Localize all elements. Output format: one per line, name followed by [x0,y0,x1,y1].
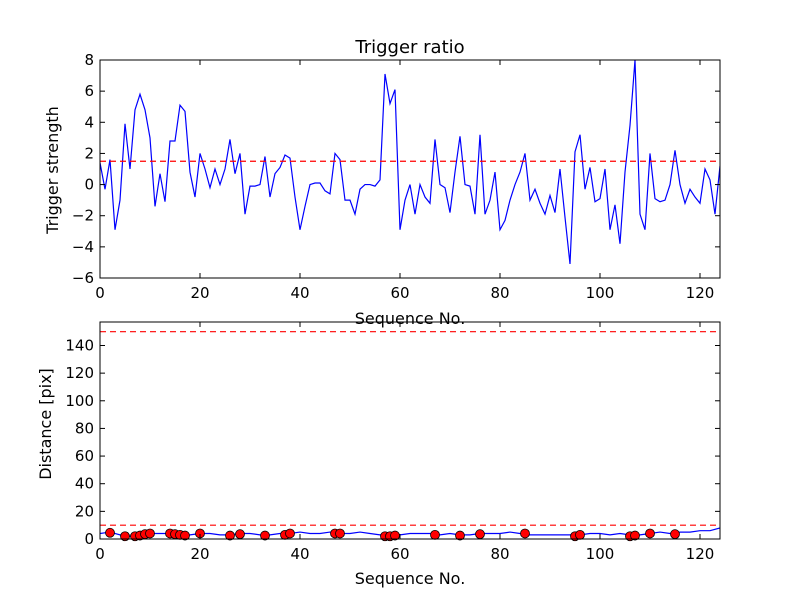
distance-y-tick-label: 60 [75,447,94,465]
distance-scatter-point [645,528,655,539]
distance-scatter-point [145,528,155,539]
distance-axes-frame [99,321,721,540]
trigger-plot-area [99,59,721,279]
distance-scatter-point [105,527,115,538]
distance-scatter-point [575,529,585,540]
distance-x-axis-label: Sequence No. [355,569,466,588]
distance-plot-area [99,321,721,542]
distance-chart: 0 20 40 60 80 100 120 0 20 40 60 80 100 120 140 Sequen… [36,321,721,588]
trigger-x-tick-label: 0 [95,284,105,302]
distance-y-axis-label: Distance [pix] [36,368,55,480]
distance-scatter-point [475,529,485,540]
trigger-x-tick-label: 40 [290,284,309,302]
trigger-axes-frame [99,59,721,279]
distance-y-tick-label: 20 [75,502,94,520]
distance-scatter-point [235,529,245,540]
distance-y-tick-label: 140 [65,336,94,354]
trigger-y-tick-label: 0 [84,176,94,194]
trigger-x-tick-label: 60 [390,284,409,302]
distance-x-tick-label: 80 [490,545,509,563]
distance-scatter-point [670,529,680,540]
distance-x-tick-label: 60 [390,545,409,563]
distance-scatter-point [455,530,465,541]
trigger-x-tick-label: 120 [686,284,715,302]
trigger-y-tick-label: 2 [84,144,94,162]
distance-scatter-point [225,530,235,541]
trigger-chart-title: Trigger ratio [354,37,464,58]
distance-y-tick-label: 40 [75,475,94,493]
distance-x-tick-label: 0 [95,545,105,563]
distance-y-tick-label: 80 [75,419,94,437]
trigger-y-tick-label: 8 [84,51,94,69]
trigger-x-tick-label: 80 [490,284,509,302]
distance-scatter-point [180,530,190,541]
trigger-x-tick-label: 20 [190,284,209,302]
distance-x-tick-label: 20 [190,545,209,563]
trigger-series-layer [100,60,720,265]
distance-scatter-point [335,528,345,539]
trigger-x-tick-label: 100 [586,284,615,302]
distance-y-tick-label: 0 [84,530,94,548]
distance-scatter-point [630,530,640,541]
distance-x-tick-label: 40 [290,545,309,563]
distance-scatter-point [430,529,440,540]
trigger-y-tick-label: 4 [84,113,94,131]
distance-scatter-point [285,528,295,539]
trigger-y-tick-label: −6 [72,269,94,287]
distance-y-tick-label: 100 [65,392,94,410]
trigger-y-axis-label: Trigger strength [43,106,62,235]
trigger-y-tick-label: −4 [72,238,94,256]
trigger-ticks: 0 20 40 60 80 100 120 −6 −4 −2 0 2 4 6 8 [72,51,720,302]
trigger-y-tick-label: 6 [84,82,94,100]
distance-y-tick-label: 120 [65,364,94,382]
trigger-x-axis-label: Sequence No. [355,309,466,328]
distance-scatter-point [260,530,270,541]
distance-x-tick-label: 120 [686,545,715,563]
distance-ticks: 0 20 40 60 80 100 120 0 20 40 60 80 100 120 140 [65,322,720,563]
trigger-ratio-chart: Trigger ratio 0 20 40 60 80 100 120 −6 −4 −2 0 2 4 6 8… [43,37,721,328]
distance-scatter-point [120,531,130,542]
trigger-series-line [100,60,720,265]
distance-scatter-point [520,528,530,539]
distance-x-tick-label: 100 [586,545,615,563]
trigger-y-tick-label: −2 [72,207,94,225]
